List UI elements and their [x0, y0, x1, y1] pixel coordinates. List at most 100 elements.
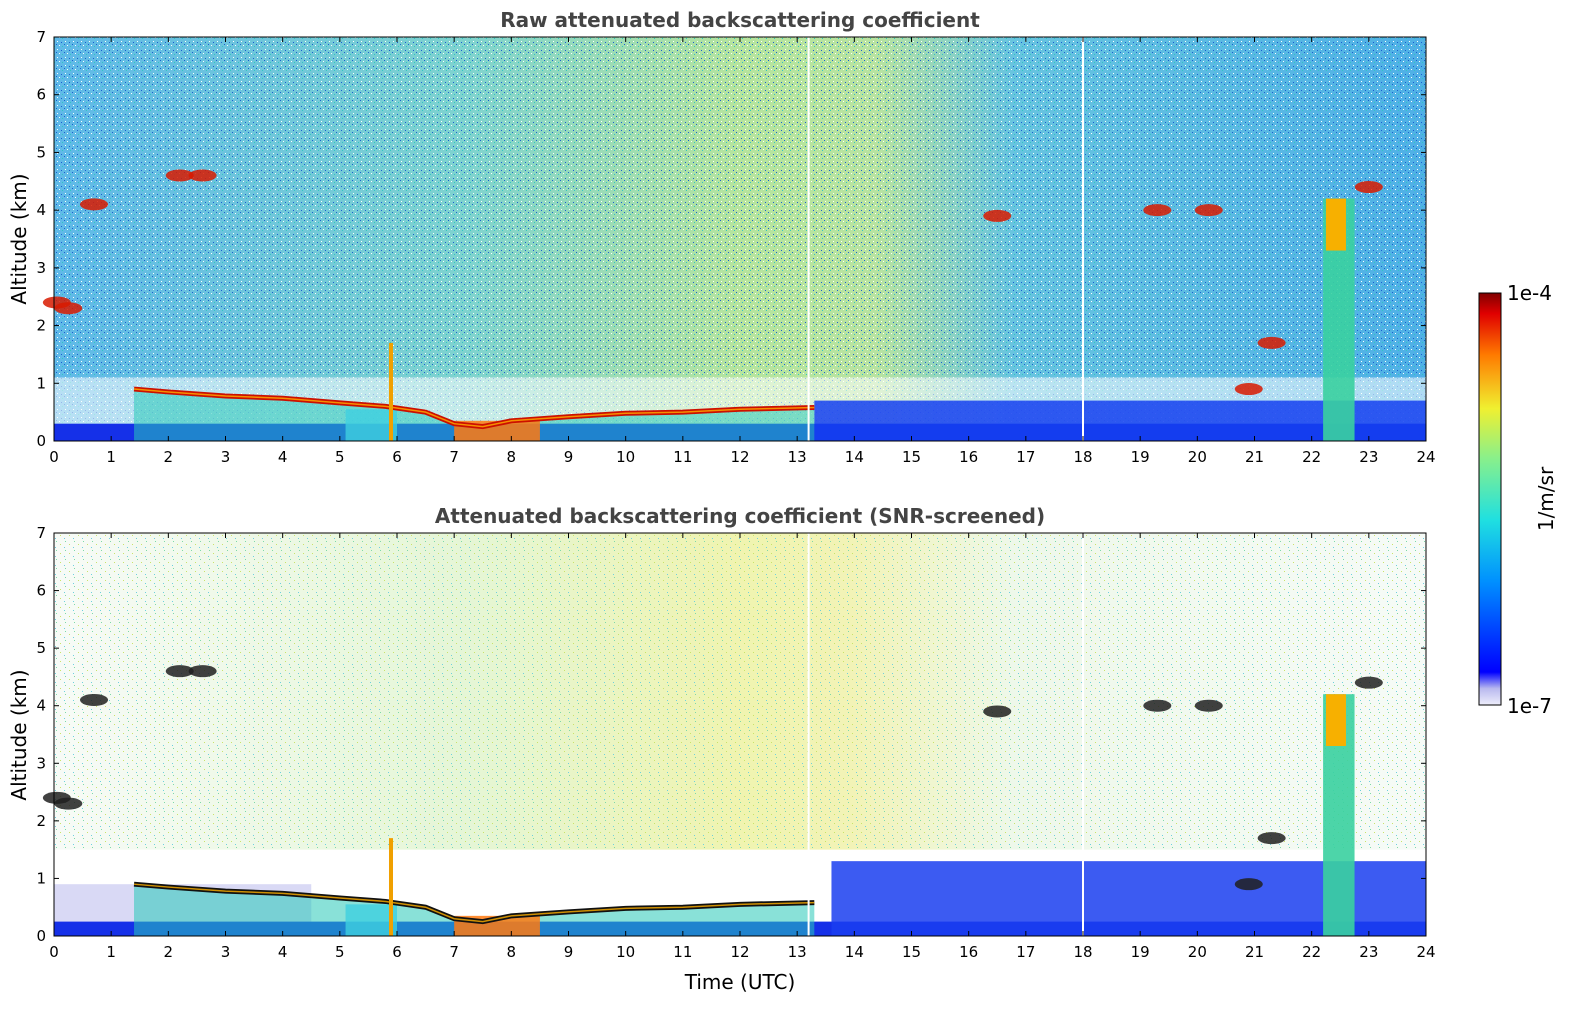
cloud-feature	[54, 302, 83, 315]
x-tick-label: 2	[164, 448, 174, 466]
x-tick-label: 1	[106, 943, 116, 961]
colorbar-unit-label: 1/m/sr	[1534, 466, 1558, 531]
panel-title: Attenuated backscattering coefficient (S…	[435, 504, 1045, 528]
x-axis: 0 1 2 3 4 5 6 7 8 9 10 11 12 13 14 15 16 17 18 19 20 21 22 23 24	[49, 37, 1436, 466]
precip-column-top	[1325, 694, 1346, 747]
y-tick-label: 4	[36, 201, 46, 219]
y-tick-label: 0	[36, 432, 46, 450]
x-tick-label: 4	[278, 943, 288, 961]
y-tick-label: 3	[36, 259, 46, 277]
y-tick-label: 7	[36, 28, 46, 46]
colorbar: 1e-4 1e-7 1/m/sr	[1478, 281, 1558, 718]
x-tick-label: 11	[673, 943, 692, 961]
cloud-feature	[1234, 878, 1263, 891]
x-tick-label: 24	[1416, 943, 1435, 961]
y-tick-label: 2	[36, 812, 46, 830]
x-tick-label: 1	[106, 448, 116, 466]
cloud-feature	[1354, 676, 1383, 689]
y-axis: 0 1 2 3 4 5 6 7	[36, 28, 1426, 450]
y-tick-label: 1	[36, 869, 46, 887]
spike-5.9	[388, 838, 393, 936]
x-tick-label: 7	[449, 448, 459, 466]
x-tick-label: 14	[845, 943, 864, 961]
precip-column-top	[1325, 198, 1346, 251]
x-tick-label: 23	[1359, 448, 1378, 466]
x-tick-label: 6	[392, 943, 402, 961]
x-tick-label: 10	[616, 943, 635, 961]
x-tick-label: 6	[392, 448, 402, 466]
x-tick-label: 4	[278, 448, 288, 466]
y-axis-label: Altitude (km)	[7, 173, 31, 304]
x-tick-label: 18	[1073, 448, 1092, 466]
cloud-feature	[1257, 832, 1286, 845]
panel-title: Raw attenuated backscattering coefficien…	[500, 8, 980, 32]
y-tick-label: 1	[36, 374, 46, 392]
data-gap	[807, 533, 810, 936]
cloud-feature	[165, 169, 194, 182]
cloud-feature	[1143, 204, 1172, 217]
y-axis: 0 1 2 3 4 5 6 7	[36, 524, 1426, 945]
cloud-feature	[165, 665, 194, 678]
x-tick-label: 16	[959, 448, 978, 466]
x-tick-label: 24	[1416, 448, 1435, 466]
cloud-feature	[983, 705, 1012, 718]
x-tick-label: 9	[564, 943, 574, 961]
y-tick-label: 7	[36, 524, 46, 542]
cloud-feature	[1234, 383, 1263, 396]
y-tick-label: 6	[36, 86, 46, 104]
y-axis-label: Altitude (km)	[7, 669, 31, 800]
x-tick-label: 8	[507, 448, 517, 466]
y-tick-label: 5	[36, 143, 46, 161]
x-tick-label: 12	[730, 448, 749, 466]
x-tick-label: 5	[335, 943, 345, 961]
y-tick-label: 5	[36, 639, 46, 657]
cloud-feature	[1354, 181, 1383, 194]
data-gap	[1082, 533, 1084, 936]
raw-backscatter-panel: Raw attenuated backscattering coefficien…	[7, 8, 1436, 466]
cloud-feature	[1194, 204, 1223, 217]
snr-heatmap	[42, 533, 1426, 936]
y-tick-label: 6	[36, 582, 46, 600]
x-tick-label: 21	[1245, 448, 1264, 466]
raw-heatmap	[42, 37, 1426, 441]
cloud-feature	[80, 198, 109, 211]
colorbar-gradient	[1478, 292, 1502, 706]
x-tick-label: 2	[164, 943, 174, 961]
x-axis: 0 1 2 3 4 5 6 7 8 9 10 11 12 13 14 15 16 17 18 19 20 21 22 23 24	[49, 533, 1436, 961]
x-tick-label: 15	[902, 943, 921, 961]
x-tick-label: 19	[1131, 448, 1150, 466]
x-tick-label: 17	[1016, 943, 1035, 961]
x-tick-label: 5	[335, 448, 345, 466]
cloud-feature	[80, 693, 109, 706]
boundary-layer-edge	[133, 883, 815, 923]
x-tick-label: 18	[1073, 943, 1092, 961]
y-tick-label: 2	[36, 317, 46, 335]
x-tick-label: 8	[507, 943, 517, 961]
x-tick-label: 14	[845, 448, 864, 466]
colorbar-max-label: 1e-4	[1507, 281, 1552, 305]
x-tick-label: 21	[1245, 943, 1264, 961]
x-tick-label: 13	[788, 448, 807, 466]
x-tick-label: 20	[1188, 448, 1207, 466]
x-tick-label: 20	[1188, 943, 1207, 961]
y-tick-label: 0	[36, 927, 46, 945]
colorbar-min-label: 1e-7	[1507, 694, 1552, 718]
x-tick-label: 19	[1131, 943, 1150, 961]
y-tick-label: 3	[36, 754, 46, 772]
x-axis-label: Time (UTC)	[684, 970, 796, 994]
x-tick-label: 17	[1016, 448, 1035, 466]
x-tick-label: 23	[1359, 943, 1378, 961]
spike-5.9	[388, 342, 393, 441]
x-tick-label: 11	[673, 448, 692, 466]
data-gap	[807, 37, 810, 441]
x-tick-label: 12	[730, 943, 749, 961]
x-tick-label: 7	[449, 943, 459, 961]
cloud-feature	[1257, 336, 1286, 349]
x-tick-label: 22	[1302, 943, 1321, 961]
x-tick-label: 10	[616, 448, 635, 466]
cloud-feature	[54, 797, 83, 810]
x-tick-label: 16	[959, 943, 978, 961]
snr-screened-panel: Attenuated backscattering coefficient (S…	[7, 504, 1436, 994]
cloud-feature	[188, 665, 217, 678]
